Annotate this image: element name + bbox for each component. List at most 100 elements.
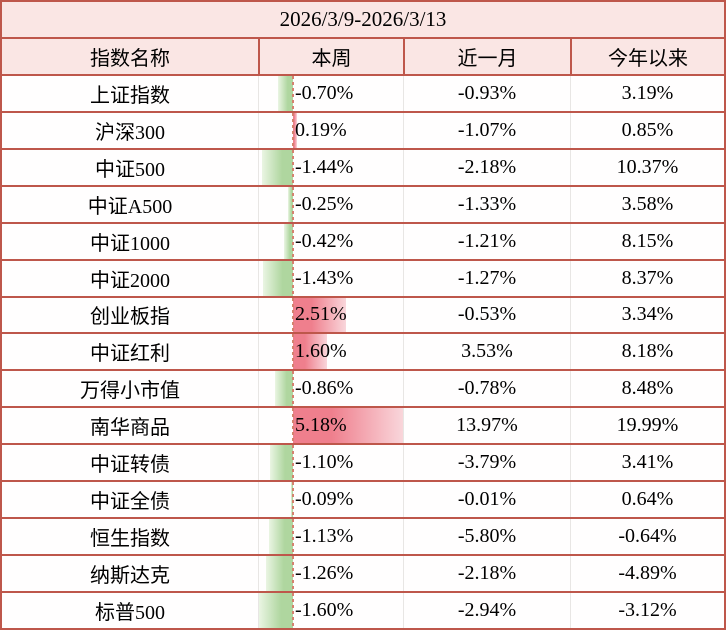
month-value-cell[interactable]: -1.27% [403,260,570,296]
month-value: -0.01% [457,488,517,511]
databar-zero-axis [291,334,294,370]
week-value: -0.42% [294,229,354,252]
table-row: 中证2000 -1.43% -1.27% 8.37% [2,258,724,296]
table-row: 中证转债 -1.10% -3.79% 3.41% [2,443,724,481]
column-header-label: 本周 [311,47,352,70]
index-name-cell[interactable]: 中证500 [2,150,258,185]
index-name-cell[interactable]: 万得小市值 [2,371,258,406]
index-name-cell[interactable]: 中证全债 [2,482,258,517]
index-name: 中证A500 [87,195,173,218]
index-name-cell[interactable]: 中证1000 [2,224,258,259]
index-name-cell[interactable]: 中证2000 [2,261,258,296]
ytd-value-cell[interactable]: 0.64% [570,482,724,518]
ytd-value-cell[interactable]: 3.34% [570,297,724,333]
ytd-value-cell[interactable]: 0.85% [570,112,724,148]
table-row: 恒生指数 -1.13% -5.80% -0.64% [2,517,724,555]
week-value-cell[interactable]: -0.86% [258,371,403,407]
databar [259,593,293,628]
month-value-cell[interactable]: -5.80% [403,519,570,555]
table-row: 南华商品 5.18% 13.97% 19.99% [2,406,724,444]
ytd-value-cell[interactable]: -3.12% [570,593,724,628]
month-value-cell[interactable]: -0.01% [403,482,570,518]
index-name: 上证指数 [90,84,170,107]
ytd-value-cell[interactable]: 3.58% [570,186,724,222]
month-value-cell[interactable]: -0.78% [403,371,570,407]
title-row[interactable]: 2026/3/9-2026/3/13 [2,2,724,37]
week-value-cell[interactable]: -0.70% [258,75,403,111]
index-name-cell[interactable]: 纳斯达克 [2,556,258,591]
ytd-value-cell[interactable]: -0.64% [570,519,724,555]
ytd-value-cell[interactable]: 10.37% [570,149,724,185]
ytd-value-cell[interactable]: 8.15% [570,223,724,259]
table-row: 创业板指 2.51% -0.53% 3.34% [2,295,724,333]
column-header-index-name[interactable]: 指数名称 [2,39,258,74]
week-value: -1.60% [294,598,354,621]
week-value: -1.13% [294,525,354,548]
index-name-cell[interactable]: 中证转债 [2,445,258,480]
week-value-cell[interactable]: -0.09% [258,482,403,518]
month-value-cell[interactable]: -3.79% [403,445,570,481]
week-value-cell[interactable]: 2.51% [258,297,403,333]
column-header-last-month[interactable]: 近一月 [403,38,570,74]
databar [292,408,403,444]
databar-zero-axis [291,260,294,296]
databar [284,223,293,259]
month-value-cell[interactable]: -1.21% [403,223,570,259]
month-value-cell[interactable]: -0.93% [403,75,570,111]
databar-zero-axis [291,482,294,518]
month-value-cell[interactable]: -1.33% [403,186,570,222]
databar-zero-axis [291,371,294,407]
week-value-cell[interactable]: -1.26% [258,556,403,591]
databar [266,556,293,591]
week-value-cell[interactable]: -0.42% [258,223,403,259]
databar-zero-axis [291,112,294,148]
index-name-cell[interactable]: 创业板指 [2,298,258,333]
index-name-cell[interactable]: 恒生指数 [2,519,258,554]
ytd-value: -0.64% [618,525,677,548]
month-value-cell[interactable]: -2.94% [403,593,570,628]
week-value: 1.60% [294,340,347,363]
week-value-cell[interactable]: -1.13% [258,519,403,555]
ytd-value-cell[interactable]: 3.19% [570,75,724,111]
week-value: 2.51% [294,303,347,326]
month-value: -1.33% [457,192,517,215]
week-value-cell[interactable]: 0.19% [258,112,403,148]
column-header-ytd[interactable]: 今年以来 [570,38,724,74]
week-value-cell[interactable]: -0.25% [258,186,403,222]
month-value-cell[interactable]: -0.53% [403,297,570,333]
table-row: 中证1000 -0.42% -1.21% 8.15% [2,221,724,259]
month-value-cell[interactable]: 3.53% [403,334,570,370]
ytd-value: 3.19% [621,81,674,104]
databar-zero-axis [291,519,294,555]
table-row: 中证红利 1.60% 3.53% 8.18% [2,332,724,370]
index-name-cell[interactable]: 南华商品 [2,408,258,443]
column-header-label: 近一月 [457,47,518,70]
databar-zero-axis [291,186,294,222]
ytd-value-cell[interactable]: 8.18% [570,334,724,370]
index-name-cell[interactable]: 标普500 [2,593,258,628]
index-name-cell[interactable]: 中证A500 [2,187,258,222]
month-value-cell[interactable]: 13.97% [403,408,570,444]
month-value-cell[interactable]: -2.18% [403,556,570,591]
ytd-value-cell[interactable]: 8.48% [570,371,724,407]
week-value-cell[interactable]: -1.43% [258,260,403,296]
week-value-cell[interactable]: -1.10% [258,445,403,481]
week-value-cell[interactable]: -1.60% [258,593,403,628]
month-value-cell[interactable]: -2.18% [403,149,570,185]
index-name-cell[interactable]: 沪深300 [2,113,258,148]
index-name-cell[interactable]: 中证红利 [2,334,258,369]
ytd-value-cell[interactable]: 8.37% [570,260,724,296]
week-value-cell[interactable]: 5.18% [258,408,403,444]
ytd-value-cell[interactable]: 19.99% [570,408,724,444]
month-value-cell[interactable]: -1.07% [403,112,570,148]
ytd-value-cell[interactable]: -4.89% [570,556,724,591]
week-value-cell[interactable]: -1.44% [258,149,403,185]
index-name-cell[interactable]: 上证指数 [2,76,258,111]
table-row: 纳斯达克 -1.26% -2.18% -4.89% [2,554,724,591]
month-value: -2.94% [457,598,517,621]
index-name: 中证2000 [90,269,170,292]
column-header-this-week[interactable]: 本周 [258,38,403,74]
month-value: -5.80% [457,525,517,548]
ytd-value-cell[interactable]: 3.41% [570,445,724,481]
week-value-cell[interactable]: 1.60% [258,334,403,370]
